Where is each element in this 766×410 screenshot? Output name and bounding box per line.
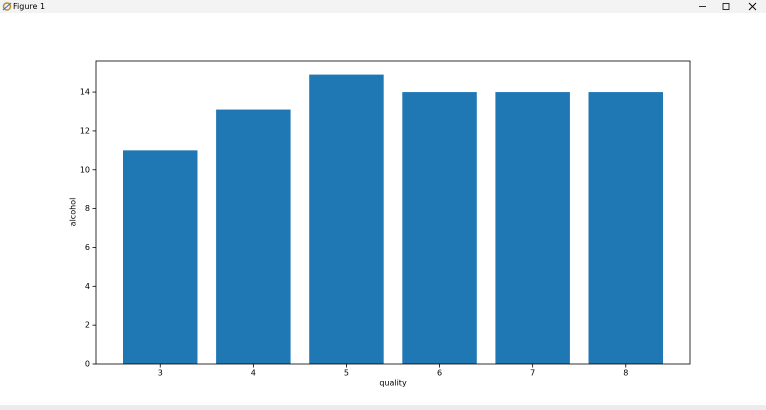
- y-tick-label: 8: [85, 204, 90, 213]
- chart: quality alcohol 3 4 5 6 7 8 0 2 4 6 8 10 12 14: [69, 60, 691, 388]
- title-bar: Figure 1: [0, 0, 766, 13]
- x-tick-label: 7: [530, 369, 535, 378]
- y-tick-label: 10: [80, 165, 90, 174]
- x-tick-label: 4: [251, 369, 256, 378]
- bar: [123, 150, 198, 364]
- x-axis-label: quality: [379, 379, 407, 388]
- status-bar: [0, 405, 766, 410]
- y-tick-label: 2: [85, 321, 90, 330]
- window-title: Figure 1: [13, 2, 46, 11]
- y-tick-label: 0: [85, 360, 90, 369]
- x-tick-label: 3: [158, 369, 163, 378]
- close-button[interactable]: [748, 2, 757, 11]
- bar: [216, 109, 291, 364]
- y-axis-label: alcohol: [69, 198, 78, 227]
- plot-frame: [95, 60, 691, 365]
- y-tick-label: 6: [85, 243, 90, 252]
- y-tick-label: 14: [80, 88, 90, 97]
- x-tick-label: 5: [344, 369, 349, 378]
- x-tick-label: 6: [437, 369, 442, 378]
- x-tick-label: 8: [623, 369, 628, 378]
- y-tick-label: 12: [80, 126, 90, 135]
- bar: [309, 74, 384, 364]
- app-icon: [2, 2, 12, 11]
- maximize-button[interactable]: [722, 3, 730, 10]
- bar: [402, 92, 477, 365]
- bar: [495, 92, 570, 365]
- bar: [588, 92, 663, 365]
- y-tick-label: 4: [85, 282, 90, 291]
- window-controls[interactable]: [696, 0, 766, 13]
